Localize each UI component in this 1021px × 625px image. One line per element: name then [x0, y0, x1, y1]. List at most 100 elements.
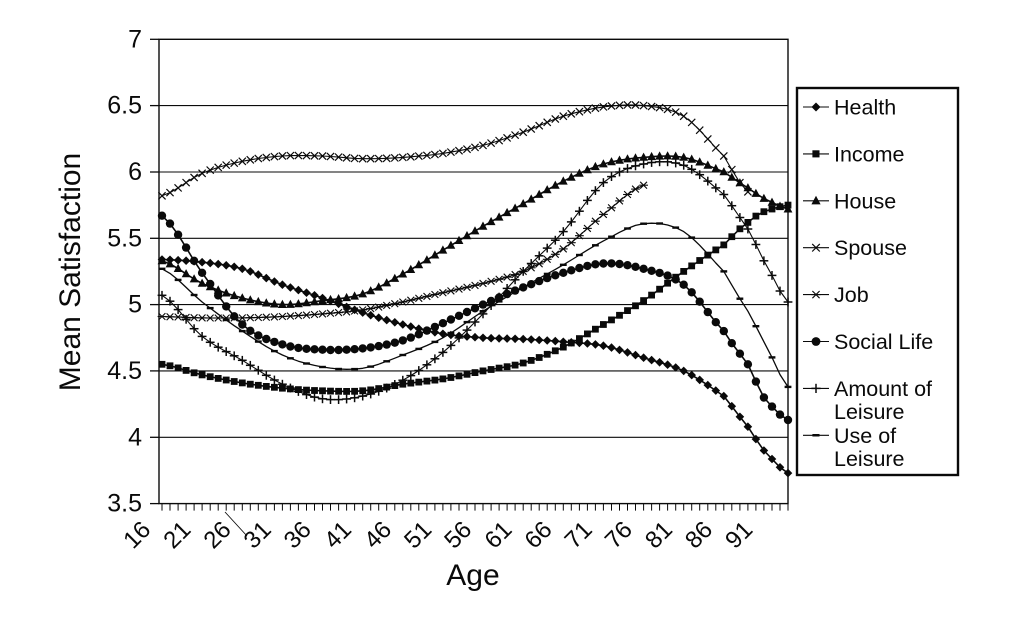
filled-triangle-marker	[502, 207, 512, 217]
plus-marker	[382, 383, 392, 393]
filled-square-marker	[182, 367, 190, 374]
filled-circle-marker	[286, 342, 295, 351]
asterisk-marker	[205, 314, 215, 322]
filled-square-marker	[768, 205, 776, 213]
x-cross-marker	[422, 151, 431, 160]
filled-square-marker	[311, 387, 318, 394]
filled-diamond-marker	[534, 335, 544, 345]
asterisk-marker	[310, 310, 319, 319]
plus-marker	[711, 183, 721, 193]
x-cross-marker	[270, 152, 279, 161]
filled-circle-marker	[398, 336, 407, 345]
filled-circle-marker	[157, 211, 167, 220]
filled-square-marker	[584, 330, 591, 338]
filled-triangle-marker	[430, 250, 440, 259]
asterisk-marker	[550, 250, 560, 259]
label-leader-line	[224, 511, 248, 537]
legend-item-income: Income	[803, 142, 905, 166]
x-cross-marker	[302, 151, 311, 160]
asterisk-marker	[502, 273, 512, 281]
legend-item-health: Health	[803, 96, 896, 120]
asterisk-marker	[615, 197, 624, 205]
filled-square-marker	[503, 363, 511, 371]
x-cross-marker	[358, 154, 367, 163]
short-dash-marker	[335, 367, 342, 371]
legend-item-spouse: Spouse	[803, 236, 907, 260]
filled-square-marker	[423, 377, 431, 385]
filled-diamond-marker	[221, 261, 231, 270]
filled-diamond-marker	[254, 270, 263, 279]
filled-square-marker	[543, 350, 551, 358]
short-dash-marker	[704, 252, 712, 256]
filled-circle-marker	[727, 339, 736, 348]
filled-square-marker	[206, 373, 214, 381]
filled-diamond-marker	[229, 262, 239, 272]
filled-triangle-marker	[366, 286, 376, 295]
filled-square-marker	[230, 378, 238, 385]
filled-diamond-marker	[767, 454, 777, 464]
filled-square-marker	[680, 268, 688, 275]
filled-circle-marker	[422, 326, 432, 335]
asterisk-marker	[165, 313, 175, 321]
filled-circle-marker	[687, 288, 696, 297]
filled-diamond-marker	[551, 336, 560, 346]
filled-circle-marker	[406, 333, 415, 342]
series-spouse	[157, 100, 752, 200]
filled-circle-marker	[679, 280, 688, 289]
asterisk-marker	[599, 210, 608, 219]
x-cross-marker	[671, 108, 680, 117]
legend-label: Social Life	[834, 330, 933, 354]
svg-text:3.5: 3.5	[107, 490, 142, 518]
filled-circle-marker	[374, 341, 383, 351]
filled-diamond-marker	[703, 380, 713, 390]
short-dash-marker	[672, 226, 680, 229]
svg-text:4: 4	[128, 423, 142, 451]
x-cross-marker	[687, 118, 696, 127]
asterisk-marker	[454, 285, 464, 293]
filled-triangle-marker	[534, 189, 544, 198]
short-dash-marker	[415, 347, 423, 351]
x-cross-marker	[535, 121, 544, 130]
plus-marker	[751, 240, 761, 249]
asterisk-marker	[261, 313, 271, 321]
filled-diamond-marker	[278, 280, 287, 289]
x-cross-marker	[174, 183, 183, 192]
filled-circle-marker	[358, 344, 367, 353]
filled-diamond-marker	[238, 264, 247, 274]
x-cross-marker	[559, 112, 568, 121]
legend: Health Income House Spouse Job Social Life Amo…	[795, 86, 960, 477]
filled-triangle-marker	[671, 151, 681, 160]
filled-square-marker	[158, 360, 166, 368]
plus-marker	[703, 176, 713, 186]
plus-marker	[518, 267, 528, 276]
short-dash-marker	[640, 222, 647, 225]
filled-diamond-marker	[583, 339, 592, 348]
short-dash-marker	[688, 236, 696, 239]
plus-marker	[213, 342, 223, 352]
filled-circle-marker	[254, 331, 263, 340]
asterisk-legend-marker	[811, 290, 821, 299]
filled-circle-marker	[599, 259, 608, 268]
filled-circle-marker	[759, 393, 769, 402]
legend-label: Spouse	[834, 236, 907, 260]
short-dash-marker	[752, 325, 760, 328]
plus-marker	[607, 172, 616, 181]
filled-triangle-marker	[334, 294, 343, 303]
filled-diamond-marker	[462, 332, 472, 341]
plus-marker	[245, 360, 255, 370]
filled-triangle-marker	[462, 231, 472, 240]
filled-triangle-marker	[197, 278, 207, 287]
plus-marker	[558, 227, 568, 236]
filled-square-marker	[479, 367, 487, 375]
short-dash-marker	[158, 267, 166, 270]
filled-diamond-marker	[173, 255, 183, 265]
filled-square-marker	[576, 335, 583, 342]
plus-marker	[205, 337, 215, 347]
filled-circle-marker	[751, 377, 761, 386]
filled-triangle-legend-marker	[811, 195, 821, 205]
asterisk-marker	[414, 294, 424, 303]
filled-triangle-marker	[542, 185, 552, 194]
plus-marker	[534, 251, 544, 261]
filled-diamond-marker	[631, 350, 640, 360]
